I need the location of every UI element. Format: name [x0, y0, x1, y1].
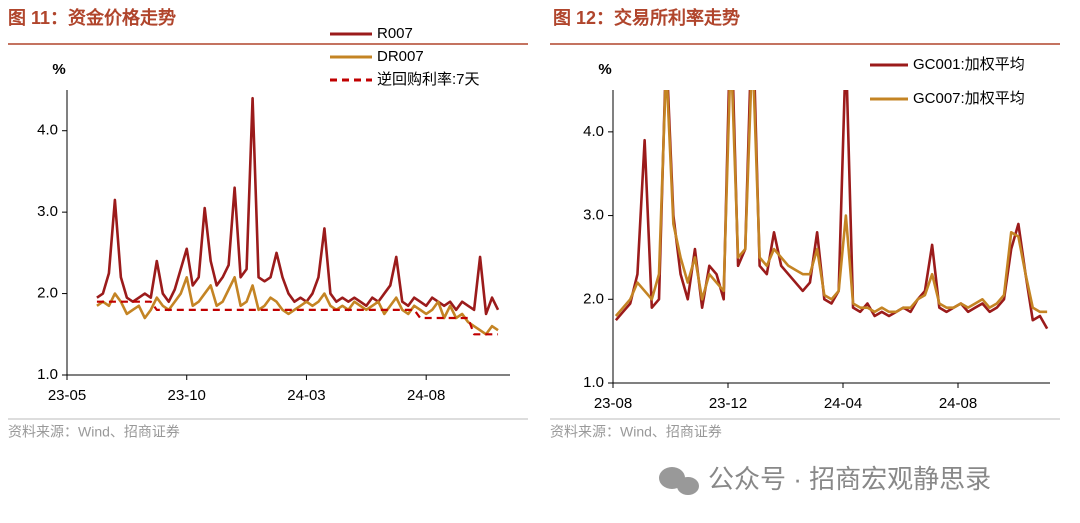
source-note: 资料来源：Wind、招商证券	[550, 424, 722, 440]
y-tick-label: 2.0	[37, 285, 58, 302]
legend-label: R007	[377, 25, 413, 42]
plot-area	[614, 90, 1049, 330]
x-tick-label: 24-03	[287, 387, 325, 404]
y-tick-label: 3.0	[583, 207, 604, 224]
wechat-icon	[659, 467, 699, 495]
y-tick-label: 1.0	[37, 366, 58, 383]
y-tick-label: 3.0	[37, 203, 58, 220]
legend-label: 逆回购利率:7天	[377, 71, 480, 88]
y-axis-label: %	[52, 61, 65, 78]
y-tick-label: 4.0	[583, 123, 604, 140]
chart-title: 图 12：交易所利率走势	[553, 7, 740, 28]
source-note: 资料来源：Wind、招商证券	[8, 424, 180, 440]
x-tick-label: 24-08	[407, 387, 445, 404]
series-line	[96, 96, 500, 316]
chart-title: 图 11：资金价格走势	[8, 7, 176, 28]
x-tick-label: 24-08	[939, 395, 977, 412]
y-tick-label: 1.0	[583, 374, 604, 391]
series-line	[614, 90, 1049, 330]
series-line	[614, 90, 1048, 317]
legend-label: GC007:加权平均	[913, 90, 1025, 107]
x-tick-label: 23-05	[48, 387, 86, 404]
watermark: 公众号 · 招商宏观静思录	[708, 464, 991, 494]
x-tick-label: 23-10	[168, 387, 206, 404]
x-tick-label: 23-12	[709, 395, 747, 412]
plot-area	[96, 96, 500, 336]
y-tick-label: 4.0	[37, 122, 58, 139]
x-tick-label: 23-08	[594, 395, 632, 412]
y-tick-label: 2.0	[583, 290, 604, 307]
legend-label: GC001:加权平均	[913, 56, 1025, 73]
y-axis-label: %	[598, 61, 611, 78]
legend-label: DR007	[377, 48, 424, 65]
x-tick-label: 24-04	[824, 395, 862, 412]
series-line	[96, 300, 499, 336]
series-line	[96, 275, 499, 336]
